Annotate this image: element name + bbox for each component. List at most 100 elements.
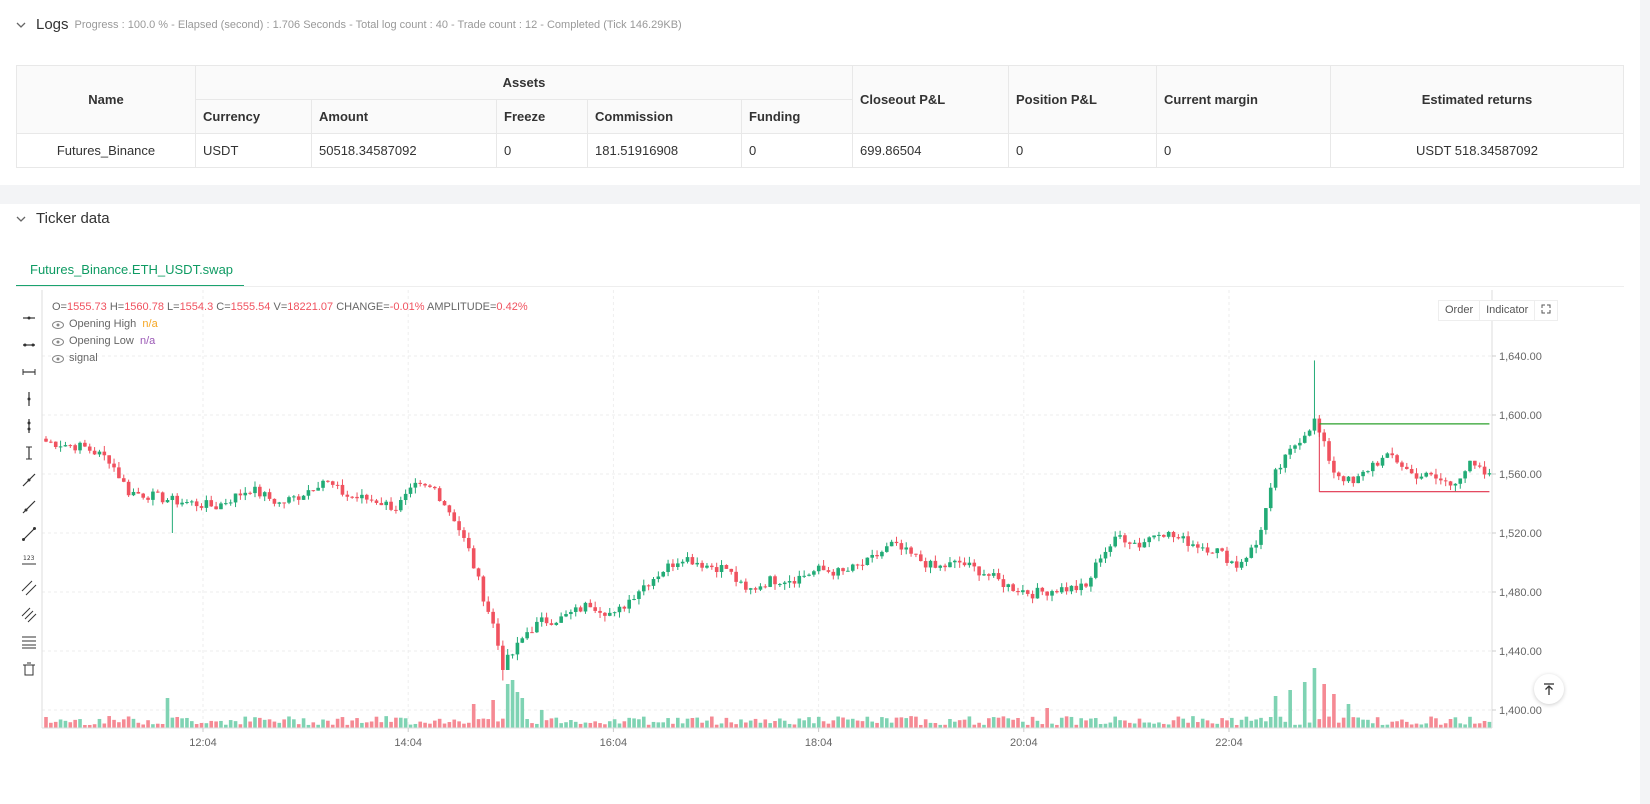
- candle-body: [894, 541, 899, 544]
- volume-bar: [1220, 718, 1224, 728]
- volume-bar: [1084, 720, 1088, 728]
- volume-bar: [462, 723, 466, 728]
- change-label: CHANGE=: [336, 301, 390, 313]
- volume-bar: [1118, 720, 1122, 728]
- volume-bar: [948, 718, 952, 728]
- candle-body: [433, 486, 437, 489]
- candle-body: [1254, 544, 1258, 548]
- volume-bar: [471, 704, 476, 728]
- segment-line-icon[interactable]: [18, 520, 40, 547]
- chevron-down-icon[interactable]: [16, 214, 26, 224]
- candle-body: [1448, 481, 1453, 486]
- volume-bar: [151, 724, 155, 728]
- volume-bar: [228, 720, 233, 728]
- candle-body: [155, 491, 160, 493]
- logs-header[interactable]: Logs Progress : 100.0 % - Elapsed (secon…: [16, 16, 682, 33]
- volume-bar: [593, 721, 597, 728]
- candle-body: [525, 632, 529, 639]
- y-tick-label: 1,440.00: [1499, 646, 1542, 658]
- col-name: Name: [16, 65, 196, 134]
- indicator-opening-high[interactable]: Opening High n/a: [52, 316, 528, 333]
- price-label-icon[interactable]: 123: [18, 547, 40, 574]
- volume-bar: [899, 717, 904, 728]
- candle-body: [656, 576, 661, 580]
- candle-body: [369, 499, 374, 501]
- volume-bar: [671, 723, 675, 728]
- volume-bar: [78, 719, 82, 728]
- ticker-header[interactable]: Ticker data: [16, 210, 110, 227]
- candle-body: [1327, 441, 1331, 461]
- volume-bar: [437, 718, 442, 728]
- logs-summary: Progress : 100.0 % - Elapsed (second) : …: [74, 18, 682, 31]
- horizontal-ray-icon[interactable]: [18, 331, 40, 358]
- chevron-down-icon[interactable]: [16, 20, 26, 30]
- volume-bar: [821, 721, 826, 728]
- parallel-channel-icon[interactable]: [18, 574, 40, 601]
- indicator-name: Opening High: [69, 318, 137, 330]
- vertical-segment-icon[interactable]: [18, 439, 40, 466]
- candle-body: [904, 547, 909, 550]
- ray-line-icon[interactable]: [18, 493, 40, 520]
- volume-bar: [734, 724, 738, 728]
- fullscreen-icon[interactable]: [1535, 301, 1557, 320]
- candle-body: [214, 506, 218, 510]
- candle-body: [870, 554, 874, 558]
- col-commission: Commission: [587, 99, 742, 134]
- order-button[interactable]: Order: [1439, 301, 1481, 320]
- volume-bar: [1016, 718, 1020, 728]
- price-chart[interactable]: 1,640.00 1,600.00 1,560.00 1,520.00 1,480.00…: [0, 204, 1640, 804]
- indicator-button[interactable]: Indicator: [1480, 301, 1536, 320]
- volume-bar: [928, 722, 933, 728]
- fibonacci-icon[interactable]: [18, 601, 40, 628]
- x-tick-label: 14:04: [394, 737, 422, 749]
- candle-body: [1424, 472, 1429, 477]
- candle-body: [1113, 536, 1117, 547]
- volume-bar: [326, 720, 330, 728]
- volume-bar: [1463, 724, 1467, 728]
- logs-title: Logs: [36, 16, 69, 33]
- volume-bar: [199, 722, 204, 728]
- volume-bar: [1069, 716, 1074, 728]
- volume-label: V=: [273, 301, 288, 313]
- indicator-signal[interactable]: signal: [52, 350, 528, 367]
- volume-bar: [826, 723, 831, 728]
- volume-bar: [146, 720, 150, 728]
- candle-body: [1312, 418, 1317, 431]
- volume-bar: [1200, 718, 1205, 728]
- vertical-line-icon[interactable]: [18, 385, 40, 412]
- candle-body: [428, 485, 432, 487]
- volume-bar: [1385, 724, 1390, 728]
- volume-bar: [1040, 724, 1045, 728]
- volume-bar: [875, 722, 879, 728]
- candle-body: [73, 445, 77, 451]
- high-label: H=: [109, 301, 125, 313]
- candle-body: [228, 502, 233, 504]
- vertical-ray-icon[interactable]: [18, 412, 40, 439]
- candle-body: [1482, 466, 1487, 475]
- candle-body: [194, 501, 199, 507]
- horizontal-segment-icon[interactable]: [18, 358, 40, 385]
- cell-closeout: 699.86504: [852, 133, 1009, 168]
- volume-bar: [588, 722, 593, 728]
- scroll-to-top-button[interactable]: [1534, 674, 1564, 704]
- cell-currency: USDT: [195, 133, 312, 168]
- candle-body: [1434, 474, 1438, 479]
- volume-bar: [549, 718, 554, 728]
- y-tick-label: 1,480.00: [1499, 587, 1542, 599]
- candle-body: [374, 500, 379, 503]
- eye-icon[interactable]: [52, 354, 64, 363]
- trash-icon[interactable]: [18, 655, 40, 682]
- indicator-opening-low[interactable]: Opening Low n/a: [52, 333, 528, 350]
- candle-body: [292, 496, 296, 498]
- candle-body: [637, 591, 641, 599]
- volume-bar: [1215, 723, 1220, 728]
- horizontal-lines-icon[interactable]: [18, 628, 40, 655]
- volume-bar: [389, 721, 393, 728]
- candle-body: [943, 565, 947, 568]
- candle-body: [1055, 591, 1059, 593]
- horizontal-line-icon[interactable]: [18, 304, 40, 331]
- eye-icon[interactable]: [52, 337, 64, 346]
- candle-body: [559, 616, 563, 623]
- trend-line-icon[interactable]: [18, 466, 40, 493]
- eye-icon[interactable]: [52, 320, 64, 329]
